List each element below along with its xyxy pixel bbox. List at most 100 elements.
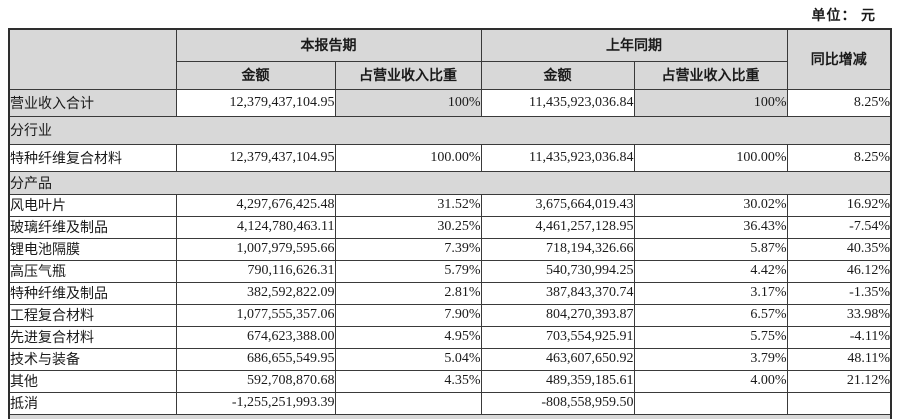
current-share-cell: 4.95% <box>334 325 482 349</box>
prior-amount-cell: -808,558,959.50 <box>480 391 635 415</box>
row-label: 先进复合材料 <box>8 325 177 349</box>
yoy-change-cell: 33.98% <box>786 303 892 327</box>
prior-share-cell: 100.00% <box>633 143 788 172</box>
header-row-periods: 本报告期 上年同期 同比增减 <box>8 28 892 90</box>
current-amount-cell: 12,379,437,104.95 <box>175 143 336 172</box>
yoy-change-cell: 16.92% <box>786 193 892 217</box>
table-body: 营业收入合计 12,379,437,104.95 100% 11,435,923,03… <box>8 88 892 419</box>
row-label: 技术与装备 <box>8 347 177 371</box>
prior-amount-cell: 463,607,650.92 <box>480 347 635 371</box>
current-amount-cell: 592,708,870.68 <box>175 369 336 393</box>
prior-share-header: 占营业收入比重 <box>633 60 788 90</box>
current-amount-cell: 674,623,388.00 <box>175 325 336 349</box>
current-amount-cell: 686,655,549.95 <box>175 347 336 371</box>
prior-share-cell: 5.75% <box>633 325 788 349</box>
current-share-cell <box>334 391 482 415</box>
section-row: 分行业 <box>8 115 892 145</box>
table-row: 高压气瓶 790,116,626.31 5.79% 540,730,994.25 4.4… <box>8 259 892 283</box>
table-row: 玻璃纤维及制品 4,124,780,463.11 30.25% 4,461,257,1… <box>8 215 892 239</box>
yoy-change-cell: 8.25% <box>786 88 892 117</box>
current-share-cell: 30.25% <box>334 215 482 239</box>
section-label <box>8 413 892 419</box>
row-label: 特种纤维及制品 <box>8 281 177 305</box>
table-row: 锂电池隔膜 1,007,979,595.66 7.39% 718,194,326.66… <box>8 237 892 261</box>
table-row: 特种纤维复合材料 12,379,437,104.95 100.00% 11,435,9… <box>8 143 892 172</box>
table-row: 风电叶片 4,297,676,425.48 31.52% 3,675,664,019.… <box>8 193 892 217</box>
prior-amount-cell: 489,359,185.61 <box>480 369 635 393</box>
prior-share-cell: 5.87% <box>633 237 788 261</box>
prior-share-cell: 36.43% <box>633 215 788 239</box>
corner-cell <box>8 28 177 90</box>
current-amount-cell: 1,007,979,595.66 <box>175 237 336 261</box>
prior-share-cell: 3.17% <box>633 281 788 305</box>
yoy-change-header: 同比增减 <box>786 28 892 90</box>
section-label: 分产品 <box>8 170 892 195</box>
row-label: 锂电池隔膜 <box>8 237 177 261</box>
current-share-cell: 7.39% <box>334 237 482 261</box>
current-amount-header: 金额 <box>175 60 336 90</box>
current-share-cell: 100.00% <box>334 143 482 172</box>
row-label: 高压气瓶 <box>8 259 177 283</box>
current-share-cell: 100% <box>334 88 482 117</box>
prior-amount-header: 金额 <box>480 60 635 90</box>
table-row: 抵消 -1,255,251,993.39 -808,558,959.50 <box>8 391 892 415</box>
table-row: 工程复合材料 1,077,555,357.06 7.90% 804,270,393.8… <box>8 303 892 327</box>
prior-amount-cell: 387,843,370.74 <box>480 281 635 305</box>
revenue-breakdown-table: 本报告期 上年同期 同比增减 金额 占营业收入比重 金额 占营业收入比重 营业收… <box>8 28 892 419</box>
yoy-change-cell: 21.12% <box>786 369 892 393</box>
row-label: 工程复合材料 <box>8 303 177 327</box>
current-share-cell: 2.81% <box>334 281 482 305</box>
row-label: 风电叶片 <box>8 193 177 217</box>
prior-share-cell: 4.42% <box>633 259 788 283</box>
current-amount-cell: 4,124,780,463.11 <box>175 215 336 239</box>
prior-amount-cell: 540,730,994.25 <box>480 259 635 283</box>
row-label: 玻璃纤维及制品 <box>8 215 177 239</box>
prior-period-header: 上年同期 <box>480 28 788 62</box>
yoy-change-cell: 8.25% <box>786 143 892 172</box>
current-share-cell: 5.79% <box>334 259 482 283</box>
current-amount-cell: 382,592,822.09 <box>175 281 336 305</box>
row-label: 营业收入合计 <box>8 88 177 117</box>
header-row-measures: 金额 占营业收入比重 金额 占营业收入比重 <box>9 60 891 90</box>
current-share-cell: 31.52% <box>334 193 482 217</box>
table-row: 特种纤维及制品 382,592,822.09 2.81% 387,843,370.74… <box>8 281 892 305</box>
prior-amount-cell: 11,435,923,036.84 <box>480 88 635 117</box>
yoy-change-cell: 40.35% <box>786 237 892 261</box>
prior-share-cell: 4.00% <box>633 369 788 393</box>
current-share-cell: 4.35% <box>334 369 482 393</box>
table-row: 技术与装备 686,655,549.95 5.04% 463,607,650.92 3.… <box>8 347 892 371</box>
table-header: 本报告期 上年同期 同比增减 金额 占营业收入比重 金额 占营业收入比重 <box>8 28 892 90</box>
prior-amount-cell: 703,554,925.91 <box>480 325 635 349</box>
table-row: 其他 592,708,870.68 4.35% 489,359,185.61 4.00%… <box>8 369 892 393</box>
row-label: 抵消 <box>8 391 177 415</box>
yoy-change-cell <box>786 391 892 415</box>
current-period-header: 本报告期 <box>175 28 482 62</box>
row-label: 其他 <box>8 369 177 393</box>
yoy-change-cell: 48.11% <box>786 347 892 371</box>
prior-share-cell: 30.02% <box>633 193 788 217</box>
section-label: 分行业 <box>8 115 892 145</box>
current-amount-cell: 790,116,626.31 <box>175 259 336 283</box>
yoy-change-cell: -7.54% <box>786 215 892 239</box>
prior-amount-cell: 3,675,664,019.43 <box>480 193 635 217</box>
unit-label: 单位： 元 <box>811 9 876 24</box>
current-amount-cell: 4,297,676,425.48 <box>175 193 336 217</box>
prior-amount-cell: 4,461,257,128.95 <box>480 215 635 239</box>
current-amount-cell: -1,255,251,993.39 <box>175 391 336 415</box>
prior-share-cell: 100% <box>633 88 788 117</box>
prior-share-cell: 3.79% <box>633 347 788 371</box>
current-share-cell: 5.04% <box>334 347 482 371</box>
current-share-cell: 7.90% <box>334 303 482 327</box>
current-share-header: 占营业收入比重 <box>334 60 482 90</box>
table-row: 营业收入合计 12,379,437,104.95 100% 11,435,923,03… <box>8 88 892 117</box>
table-row: 先进复合材料 674,623,388.00 4.95% 703,554,925.91 5… <box>8 325 892 349</box>
yoy-change-cell: -4.11% <box>786 325 892 349</box>
current-amount-cell: 1,077,555,357.06 <box>175 303 336 327</box>
section-row <box>8 413 892 419</box>
yoy-change-cell: -1.35% <box>786 281 892 305</box>
section-row: 分产品 <box>8 170 892 195</box>
prior-share-cell: 6.57% <box>633 303 788 327</box>
current-amount-cell: 12,379,437,104.95 <box>175 88 336 117</box>
prior-amount-cell: 718,194,326.66 <box>480 237 635 261</box>
